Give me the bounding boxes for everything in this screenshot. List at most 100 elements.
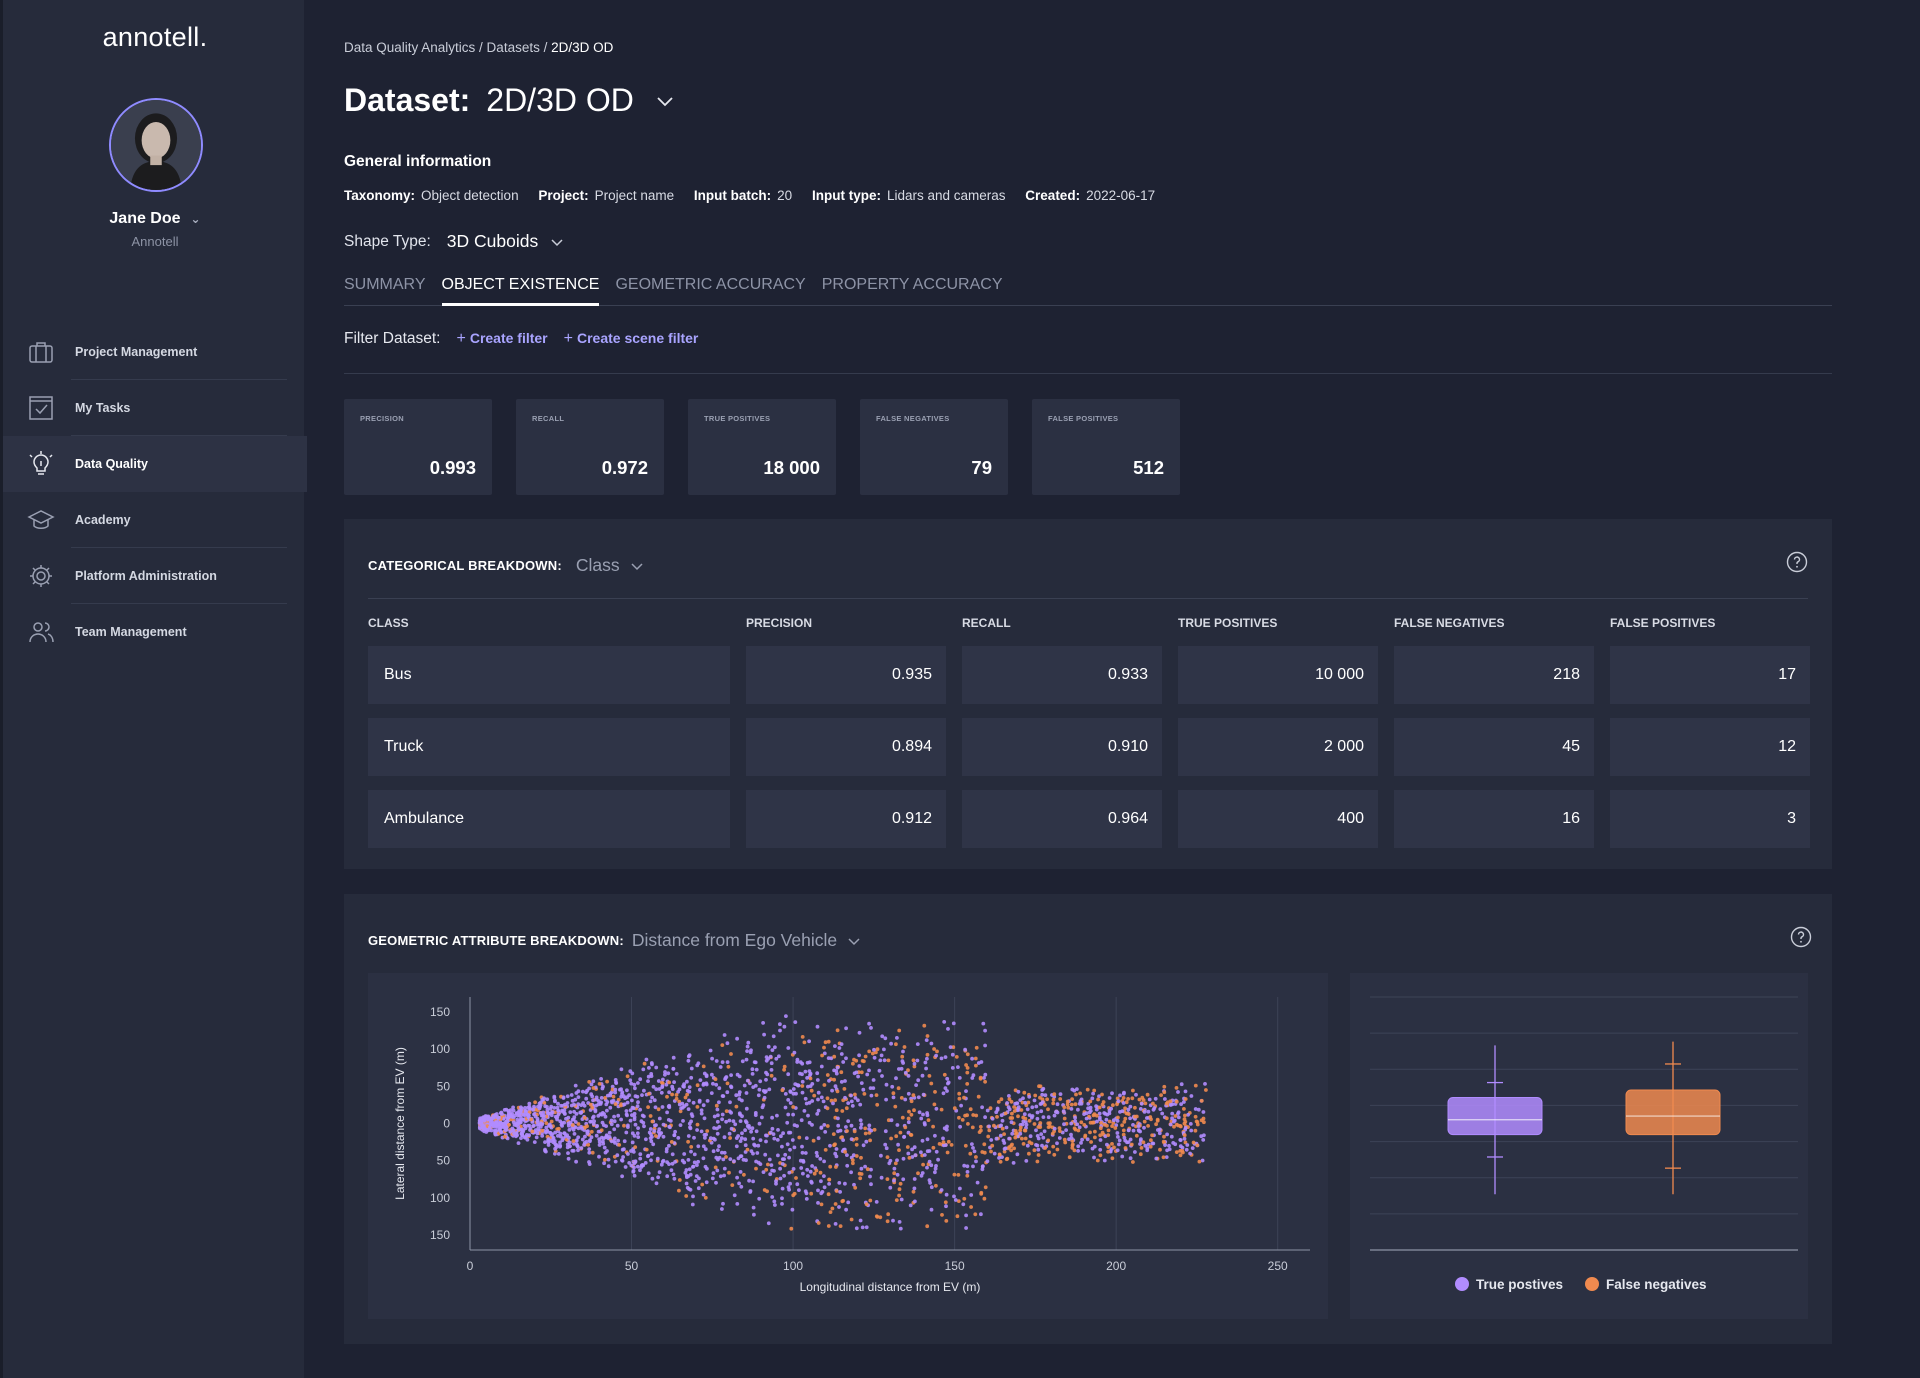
true-positive-point xyxy=(889,1041,893,1046)
chevron-down-icon[interactable] xyxy=(630,559,644,573)
true-positive-point xyxy=(891,1095,896,1100)
false-negative-point xyxy=(1040,1097,1045,1102)
true-positive-point xyxy=(661,1077,665,1082)
tab-geometric-accuracy[interactable]: GEOMETRIC ACCURACY xyxy=(615,276,806,293)
sidebar-item-data-quality[interactable]: Data Quality xyxy=(3,436,307,492)
false-negative-point xyxy=(1005,1156,1010,1161)
dataset-name[interactable]: 2D/3D OD xyxy=(486,82,634,118)
column-header[interactable]: PRECISION xyxy=(746,616,813,630)
help-icon[interactable] xyxy=(1786,551,1808,573)
shape-type-selector[interactable]: Shape Type: 3D Cuboids xyxy=(344,231,564,252)
false-negative-point xyxy=(794,1176,798,1180)
false-negative-point xyxy=(978,1124,983,1129)
breakdown-selector[interactable]: Class xyxy=(575,555,620,575)
false-negative-point xyxy=(833,1098,837,1103)
scatter-chart[interactable]: 0 50 100 150 200 250 150 100 50 0 50 100 150 Longitud… xyxy=(368,973,1328,1319)
true-positive-point xyxy=(651,1084,656,1089)
false-negative-point xyxy=(893,1104,898,1109)
box-plot-chart[interactable]: True postives False negatives xyxy=(1350,973,1808,1319)
true-positive-point xyxy=(699,1129,704,1134)
false-negative-point xyxy=(826,1039,831,1044)
true-positive-point xyxy=(615,1123,620,1128)
false-negative-point xyxy=(988,1106,993,1111)
sidebar-item-my-tasks[interactable]: My Tasks xyxy=(3,380,307,436)
table-row[interactable]: Ambulance 0.912 0.964 400 16 3 xyxy=(368,790,1810,848)
true-positive-point xyxy=(621,1094,626,1099)
legend-label: False negatives xyxy=(1606,1277,1707,1292)
plus-icon: + xyxy=(456,330,466,347)
sidebar-item-project-management[interactable]: Project Management xyxy=(3,324,307,380)
true-positive-point xyxy=(1104,1117,1109,1122)
table-cell: 16 xyxy=(1394,790,1594,848)
true-positive-point xyxy=(965,1170,970,1174)
true-positive-point xyxy=(934,1106,939,1111)
true-positive-point xyxy=(797,1188,801,1192)
legend-label: True postives xyxy=(1476,1277,1563,1292)
true-positive-point xyxy=(553,1099,557,1104)
false-negative-point xyxy=(886,1212,891,1217)
avatar-image xyxy=(111,100,201,190)
false-negative-point xyxy=(886,1118,891,1123)
false-negative-point xyxy=(808,1076,813,1081)
help-icon[interactable] xyxy=(1790,926,1812,948)
true-positive-point xyxy=(591,1079,596,1084)
true-positive-point xyxy=(1075,1122,1080,1127)
true-positive-point xyxy=(720,1060,725,1064)
true-positive-point xyxy=(739,1184,744,1189)
true-positive-point xyxy=(864,1139,869,1144)
false-negative-point xyxy=(1032,1122,1037,1126)
tab-property-accuracy[interactable]: PROPERTY ACCURACY xyxy=(821,276,1003,293)
column-header[interactable]: FALSE NEGATIVES xyxy=(1394,616,1505,630)
breadcrumb-path[interactable]: Data Quality Analytics / Datasets / xyxy=(344,40,552,55)
user-menu[interactable]: Jane Doe ⌄ xyxy=(3,210,307,228)
true-positive-point xyxy=(750,1067,755,1072)
true-positive-point xyxy=(488,1117,492,1122)
column-header[interactable]: TRUE POSITIVES xyxy=(1178,616,1278,630)
true-positive-point xyxy=(923,1122,927,1127)
true-positive-point xyxy=(566,1151,570,1155)
column-header[interactable]: FALSE POSITIVES xyxy=(1610,616,1716,630)
table-row[interactable]: Truck 0.894 0.910 2 000 45 12 xyxy=(368,718,1810,776)
false-negative-point xyxy=(894,1042,898,1047)
true-positive-point xyxy=(1173,1142,1178,1147)
chevron-down-icon: ⌄ xyxy=(190,212,201,226)
true-positive-point xyxy=(576,1095,581,1099)
true-positive-point xyxy=(613,1141,617,1145)
false-negative-point xyxy=(1121,1128,1126,1133)
false-negative-point xyxy=(646,1092,651,1096)
true-positive-point xyxy=(1090,1146,1095,1151)
sidebar-item-team-management[interactable]: Team Management xyxy=(3,604,307,660)
avatar[interactable] xyxy=(109,98,203,192)
false-negative-point xyxy=(955,1214,960,1219)
true-positive-point xyxy=(695,1128,699,1132)
true-positive-point xyxy=(653,1123,657,1128)
column-header[interactable]: RECALL xyxy=(962,616,1011,630)
true-positive-point xyxy=(531,1107,536,1112)
true-positive-point xyxy=(1182,1100,1186,1104)
column-header[interactable]: CLASS xyxy=(368,616,409,630)
chevron-down-icon[interactable] xyxy=(847,934,861,948)
true-positive-point xyxy=(808,1071,813,1076)
chevron-down-icon[interactable] xyxy=(654,90,676,112)
create-scene-filter-button[interactable]: + Create scene filter xyxy=(563,330,699,347)
tab-object-existence[interactable]: OBJECT EXISTENCE xyxy=(441,272,600,306)
false-negative-point xyxy=(839,1070,844,1075)
true-positive-point xyxy=(722,1173,726,1178)
true-positive-point xyxy=(1189,1094,1194,1098)
sidebar-item-platform-administration[interactable]: Platform Administration xyxy=(3,548,307,604)
false-negative-point xyxy=(911,1189,916,1194)
true-positive-point xyxy=(1000,1118,1005,1123)
true-positive-point xyxy=(691,1164,696,1169)
sidebar-item-academy[interactable]: Academy xyxy=(3,492,307,548)
false-negative-point xyxy=(987,1128,992,1133)
false-negative-point xyxy=(911,1093,916,1098)
true-positive-point xyxy=(858,1118,863,1123)
false-negative-point xyxy=(597,1082,602,1086)
create-filter-button[interactable]: + Create filter xyxy=(456,330,548,347)
tab-summary[interactable]: SUMMARY xyxy=(344,276,426,293)
table-row[interactable]: Bus 0.935 0.933 10 000 218 17 xyxy=(368,646,1810,704)
brand-logo[interactable]: annotell. xyxy=(102,22,208,52)
breakdown-selector[interactable]: Distance from Ego Vehicle xyxy=(631,930,838,950)
kpi-value: 0.972 xyxy=(601,457,648,478)
true-positive-point xyxy=(605,1093,610,1098)
